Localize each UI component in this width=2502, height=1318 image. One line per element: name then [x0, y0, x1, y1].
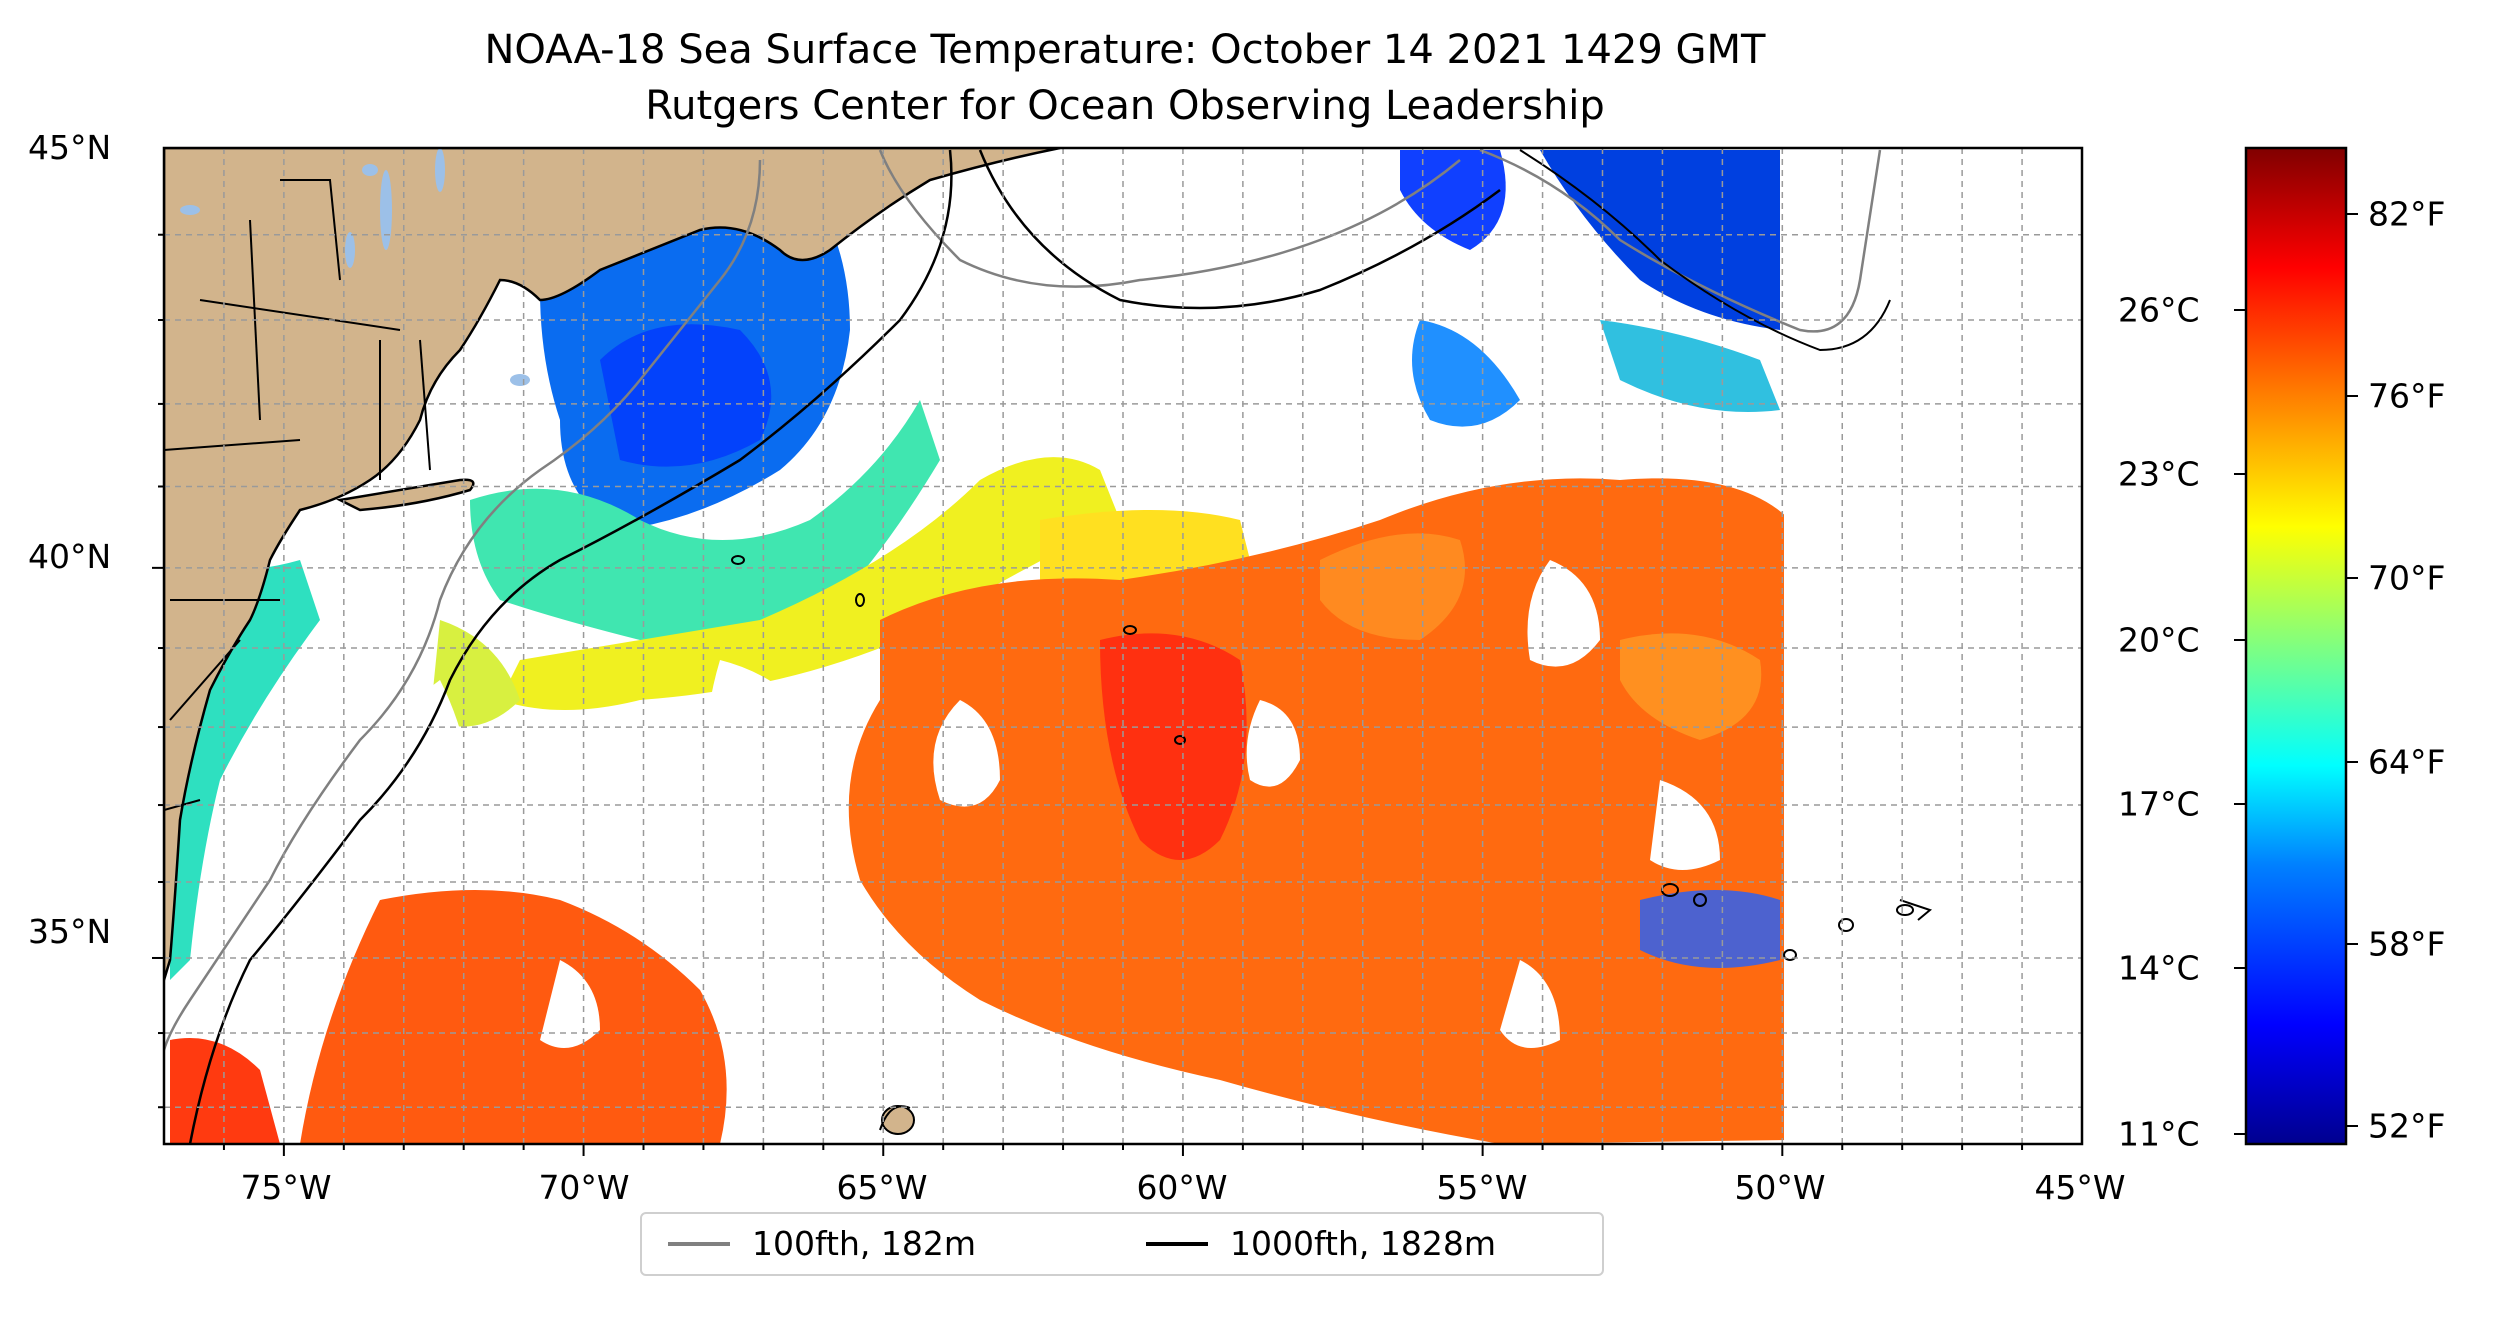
- contour-100fth: [878, 149, 1461, 288]
- colorbar-fahrenheit-label: 64°F: [2368, 742, 2446, 782]
- lakes: [180, 148, 530, 386]
- sst-slope-water: [430, 620, 520, 727]
- x-tick-label: 70°W: [538, 1168, 630, 1207]
- y-tick-label: 45°N: [28, 128, 112, 167]
- sst-cold-water: [1400, 150, 1506, 250]
- sst-cold-water: [1600, 320, 1780, 412]
- colorbar-fahrenheit-label: 52°F: [2368, 1106, 2446, 1146]
- bathymetry-contour: [1479, 148, 1882, 333]
- contour-1000fth: [978, 149, 1501, 310]
- x-tick-label: 45°W: [2034, 1168, 2126, 1207]
- colorbar-fahrenheit-label: 58°F: [2368, 924, 2446, 964]
- land: [164, 148, 1061, 981]
- bathymetry-contour: [1519, 149, 1891, 352]
- sst-warm-water: [300, 890, 727, 1144]
- sst-warm-water: [170, 1038, 280, 1144]
- colorbar-celsius-label: 11°C: [2118, 1114, 2200, 1154]
- colorbar-celsius-label: 17°C: [2118, 784, 2200, 824]
- legend-label: 1000fth, 1828m: [1230, 1224, 1496, 1263]
- x-tick-label: 50°W: [1734, 1168, 1826, 1207]
- land-mainland: [164, 148, 1061, 981]
- x-tick-label: 60°W: [1136, 1168, 1228, 1207]
- sst-warm-water: [1100, 633, 1247, 860]
- legend: 100fth, 182m 1000fth, 1828m: [640, 1212, 1604, 1276]
- colorbar-fahrenheit-label: 70°F: [2368, 558, 2446, 598]
- colorbar-fahrenheit-label: 76°F: [2368, 376, 2446, 416]
- colorbar-celsius-label: 20°C: [2118, 620, 2200, 660]
- x-tick-label: 55°W: [1436, 1168, 1528, 1207]
- colorbar-fahrenheit-label: 82°F: [2368, 194, 2446, 234]
- sst-cold-water: [1412, 320, 1520, 427]
- land-long-island: [336, 478, 475, 512]
- chart-title: NOAA-18 Sea Surface Temperature: October…: [484, 27, 1766, 73]
- sst-warm-water: [1620, 633, 1762, 740]
- legend-item: 100fth, 182m: [668, 1224, 976, 1263]
- sst-shelf-water: [470, 400, 940, 647]
- colorbar-celsius-label: 26°C: [2118, 290, 2200, 330]
- colorbar-ticks: [2234, 213, 2358, 1135]
- legend-line-swatch: [668, 1241, 730, 1246]
- gridlines: [164, 148, 2082, 1144]
- colorbar-celsius-label: 23°C: [2118, 454, 2200, 494]
- sst-cold-water: [1540, 150, 1780, 330]
- contour-1000fth: [188, 149, 953, 1144]
- sst-warm-water: [1320, 533, 1465, 640]
- sst-cold-water: [1640, 890, 1780, 968]
- colorbar-celsius-label: 14°C: [2118, 948, 2200, 988]
- y-tick-label: 35°N: [28, 912, 112, 951]
- x-tick-label: 75°W: [240, 1168, 332, 1207]
- legend-item: 1000fth, 1828m: [1146, 1224, 1496, 1263]
- colorbar: [2244, 146, 2348, 1146]
- contour-100fth: [164, 159, 762, 1051]
- axis-ticks: [152, 233, 2024, 1156]
- y-tick-label: 40°N: [28, 537, 112, 576]
- legend-line-swatch: [1146, 1241, 1208, 1246]
- chart-subtitle: Rutgers Center for Ocean Observing Leade…: [645, 83, 1605, 129]
- legend-label: 100fth, 182m: [752, 1224, 976, 1263]
- cloud-gaps: [348, 148, 2082, 1144]
- sst-slope-water: [500, 457, 1120, 710]
- x-tick-label: 65°W: [836, 1168, 928, 1207]
